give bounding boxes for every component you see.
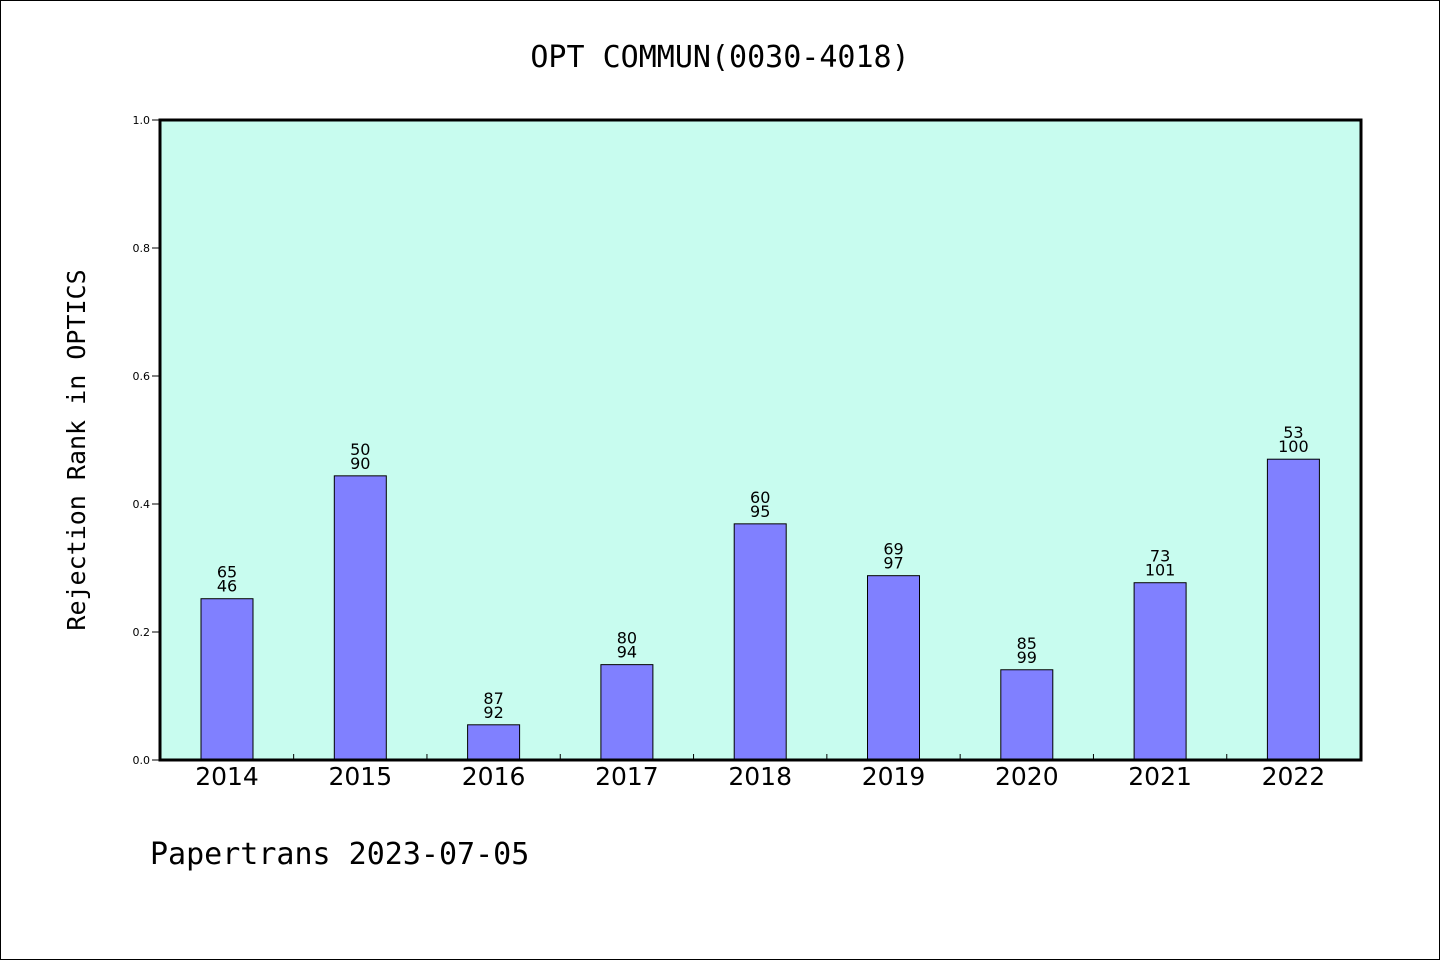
x-tick-label-2022: 2022	[1262, 762, 1326, 791]
x-tick-label-2019: 2019	[862, 762, 926, 791]
y-tick-label-0.0: 0.0	[133, 754, 151, 767]
bar-label-bottom-2022: 100	[1278, 437, 1309, 456]
bar-2019	[867, 575, 920, 761]
bar-label-bottom-2018: 95	[750, 502, 770, 521]
bar-2021	[1133, 582, 1187, 761]
y-tick-label-0.6: 0.6	[133, 370, 151, 383]
x-tick-label-2021: 2021	[1128, 762, 1192, 791]
bar-label-top-2021: 73	[1150, 547, 1170, 566]
bar-label-top-2015: 50	[350, 440, 370, 459]
y-tick-label-1.0: 1.0	[133, 114, 151, 127]
bar-2018	[733, 523, 787, 761]
y-tick-label-0.4: 0.4	[133, 498, 151, 511]
x-tick-label-2017: 2017	[595, 762, 659, 791]
bar-label-bottom-2015: 90	[350, 454, 370, 473]
y-axis-label: Rejection Rank in OPTICS	[62, 269, 91, 630]
bar-2020	[1000, 669, 1054, 761]
bar-label-top-2020: 85	[1017, 634, 1037, 653]
x-tick-label-2016: 2016	[462, 762, 526, 791]
bar-label-bottom-2021: 101	[1145, 561, 1176, 580]
bar-label-bottom-2019: 97	[883, 554, 903, 573]
bar-label-top-2014: 65	[217, 563, 237, 582]
x-tick-label-2020: 2020	[995, 762, 1059, 791]
footer-text: Papertrans 2023-07-05	[150, 837, 529, 872]
bar-label-top-2019: 69	[883, 540, 903, 559]
bar-label-top-2017: 80	[617, 629, 637, 648]
bar-2014	[200, 598, 254, 761]
bar-label-top-2016: 87	[483, 689, 503, 708]
bar-2022	[1266, 458, 1320, 761]
bar-label-bottom-2017: 94	[617, 643, 637, 662]
bar-label-bottom-2014: 46	[217, 577, 237, 596]
bar-label-bottom-2016: 92	[483, 703, 503, 722]
bar-2017	[600, 664, 654, 761]
y-tick-label-0.2: 0.2	[133, 626, 151, 639]
bar-2015	[333, 475, 387, 761]
y-tick-label-0.8: 0.8	[133, 242, 151, 255]
bar-label-top-2022: 53	[1283, 423, 1303, 442]
chart-title: OPT COMMUN(0030-4018)	[530, 40, 909, 75]
bar-label-top-2018: 60	[750, 488, 770, 507]
bar-2016	[467, 724, 521, 761]
bar-label-bottom-2020: 99	[1017, 648, 1037, 667]
x-tick-label-2014: 2014	[195, 762, 259, 791]
x-tick-label-2018: 2018	[728, 762, 792, 791]
x-tick-label-2015: 2015	[328, 762, 392, 791]
plot-border	[158, 118, 1363, 762]
